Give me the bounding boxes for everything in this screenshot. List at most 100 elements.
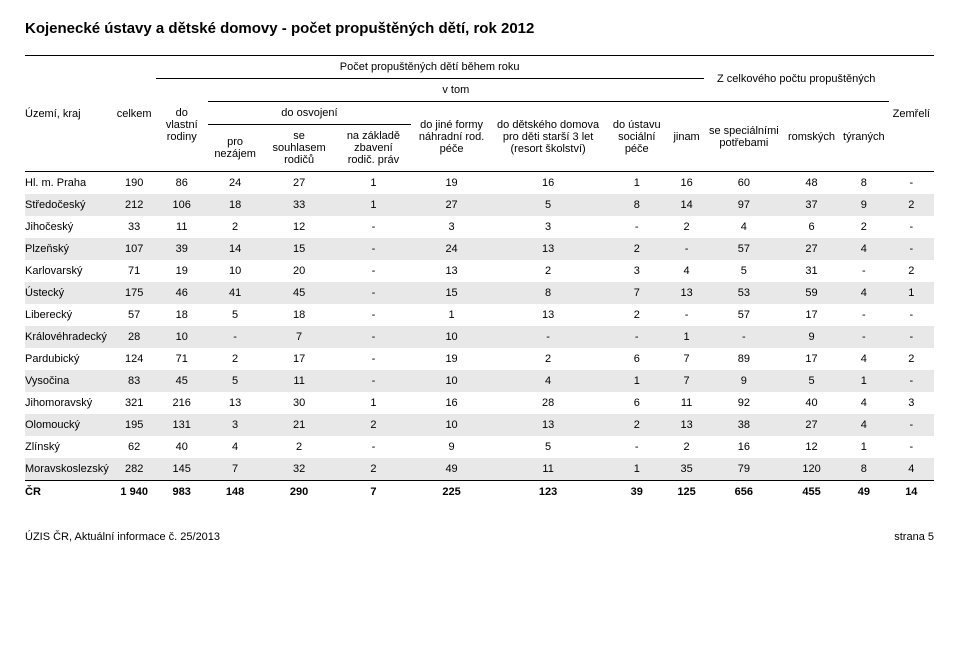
cell: 32 (262, 458, 336, 481)
cell: 10 (411, 326, 492, 348)
cell: 3 (492, 216, 604, 238)
cell: 13 (669, 282, 703, 304)
cell: 3 (208, 414, 262, 436)
table-row: Hl. m. Praha1908624271191611660488- (25, 172, 934, 195)
cell: 97 (704, 194, 784, 216)
total-cell: 148 (208, 481, 262, 504)
cell: 10 (156, 326, 208, 348)
cell: - (839, 260, 889, 282)
total-cell: 39 (604, 481, 669, 504)
cell: 7 (208, 458, 262, 481)
cell: - (604, 436, 669, 458)
cell: 5 (784, 370, 839, 392)
cell: 16 (704, 436, 784, 458)
row-label: Liberecký (25, 304, 113, 326)
cell: 79 (704, 458, 784, 481)
cell: - (336, 282, 411, 304)
total-cell: 983 (156, 481, 208, 504)
cell: 1 (839, 436, 889, 458)
col-own-family: do vlastní rodiny (156, 79, 208, 172)
cell: 11 (492, 458, 604, 481)
cell: 7 (669, 370, 703, 392)
table-row: Moravskoslezský282145732249111357912084 (25, 458, 934, 481)
cell: 17 (262, 348, 336, 370)
cell: 7 (669, 348, 703, 370)
cell: 2 (336, 458, 411, 481)
total-label: ČR (25, 481, 113, 504)
cell: 53 (704, 282, 784, 304)
cell: 17 (784, 304, 839, 326)
cell: 2 (669, 216, 703, 238)
cell: 4 (839, 282, 889, 304)
col-group-during: Počet propuštěných dětí během roku (156, 56, 704, 79)
cell: 195 (113, 414, 156, 436)
cell: 71 (156, 348, 208, 370)
table-header: Území, kraj celkem Počet propuštěných dě… (25, 56, 934, 172)
cell: - (492, 326, 604, 348)
cell: 2 (208, 348, 262, 370)
col-na-zaklade: na základě zbavení rodič. práv (336, 125, 411, 172)
cell: - (839, 326, 889, 348)
cell: 2 (604, 304, 669, 326)
cell: 212 (113, 194, 156, 216)
cell: 1 (411, 304, 492, 326)
cell: 57 (704, 238, 784, 260)
cell: 1 (839, 370, 889, 392)
cell: 45 (262, 282, 336, 304)
cell: 190 (113, 172, 156, 195)
table-row: Karlovarský71191020-13234531-2 (25, 260, 934, 282)
cell: 33 (262, 194, 336, 216)
cell: 1 (336, 392, 411, 414)
total-cell: 225 (411, 481, 492, 504)
footer-page: strana 5 (894, 531, 934, 543)
cell: 16 (492, 172, 604, 195)
cell: - (889, 216, 934, 238)
cell: 120 (784, 458, 839, 481)
cell: 13 (492, 238, 604, 260)
cell: - (336, 326, 411, 348)
cell: 175 (113, 282, 156, 304)
cell: - (208, 326, 262, 348)
cell: 12 (784, 436, 839, 458)
col-vtom: v tom (208, 79, 704, 102)
cell: 9 (411, 436, 492, 458)
cell: 12 (262, 216, 336, 238)
table-row: Ústecký175464145-158713535941 (25, 282, 934, 304)
row-label: Hl. m. Praha (25, 172, 113, 195)
cell: 282 (113, 458, 156, 481)
cell: 2 (492, 260, 604, 282)
cell: 27 (784, 414, 839, 436)
table-row: Středočeský21210618331275814973792 (25, 194, 934, 216)
table-row: Jihočeský3311212-33-2462- (25, 216, 934, 238)
cell: - (889, 326, 934, 348)
col-zemreli: Zemřelí (889, 56, 934, 172)
cell: 107 (113, 238, 156, 260)
cell: 4 (839, 392, 889, 414)
cell: 71 (113, 260, 156, 282)
cell: 4 (839, 414, 889, 436)
cell: 216 (156, 392, 208, 414)
cell: 2 (839, 216, 889, 238)
row-label: Středočeský (25, 194, 113, 216)
cell: 86 (156, 172, 208, 195)
total-cell: 49 (839, 481, 889, 504)
table-row: Jihomoravský321216133011628611924043 (25, 392, 934, 414)
table-row: Pardubický12471217-19267891742 (25, 348, 934, 370)
row-label: Jihomoravský (25, 392, 113, 414)
row-label: Zlínský (25, 436, 113, 458)
cell: 92 (704, 392, 784, 414)
cell: 49 (411, 458, 492, 481)
cell: - (889, 370, 934, 392)
cell: 1 (604, 172, 669, 195)
col-detskeho: do dětského domova pro děti starší 3 let… (492, 102, 604, 172)
cell: 17 (784, 348, 839, 370)
cell: 3 (889, 392, 934, 414)
cell: 19 (411, 348, 492, 370)
cell: 60 (704, 172, 784, 195)
row-label: Jihočeský (25, 216, 113, 238)
row-label: Ústecký (25, 282, 113, 304)
cell: 5 (492, 436, 604, 458)
cell: 8 (839, 172, 889, 195)
cell: 89 (704, 348, 784, 370)
cell: 3 (411, 216, 492, 238)
